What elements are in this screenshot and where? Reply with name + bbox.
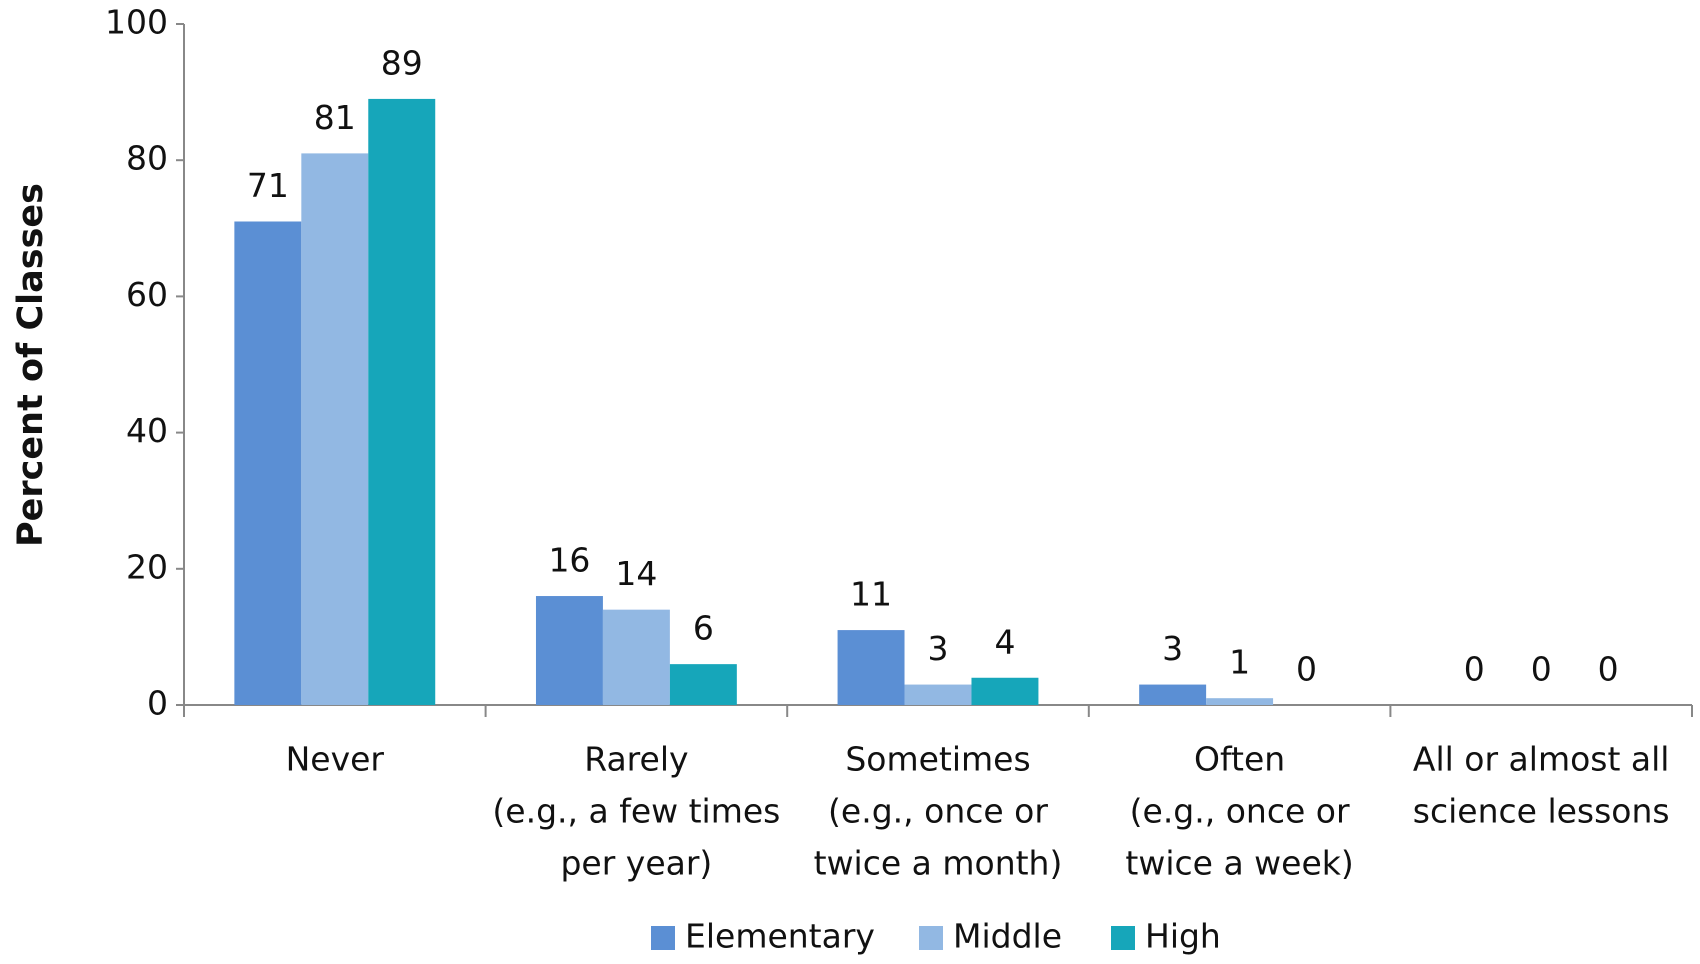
bar [301,153,369,705]
legend-swatch [1111,926,1135,950]
bar [368,98,436,705]
value-label: 3 [928,629,949,668]
y-tick-label: 40 [126,411,168,450]
legend-swatch [919,926,943,950]
y-axis-label: Percent of Classes [11,183,51,547]
x-tick-label: Rarely [584,740,688,779]
bar [971,677,1039,705]
value-label: 6 [693,609,714,648]
value-label: 81 [314,98,356,137]
bar [1206,698,1274,705]
x-tick-label: Never [286,740,385,779]
y-tick-label: 0 [147,684,168,723]
y-tick-label: 60 [126,275,168,314]
value-label: 0 [1296,650,1317,689]
x-tick-label: (e.g., a few times [492,792,780,831]
value-label: 0 [1598,650,1619,689]
y-tick-label: 100 [105,3,168,42]
bar [904,684,972,705]
bar [535,596,603,705]
y-tick-label: 20 [126,547,168,586]
y-tick-label: 80 [126,139,168,178]
value-label: 0 [1531,650,1552,689]
legend-label: Middle [953,917,1062,956]
value-label: 71 [247,166,289,205]
value-label: 4 [994,622,1015,661]
value-label: 16 [548,541,590,580]
value-label: 89 [381,43,423,82]
value-label: 11 [850,575,892,614]
bar [669,664,737,705]
value-label: 1 [1229,643,1250,682]
value-label: 0 [1464,650,1485,689]
x-tick-label: science lessons [1413,792,1670,831]
bar [234,221,302,706]
value-label: 3 [1162,629,1183,668]
value-label: 14 [615,554,657,593]
x-tick-label: twice a week) [1125,844,1353,883]
x-tick-label: Sometimes [845,740,1030,779]
x-tick-label: (e.g., once or [828,792,1048,831]
x-tick-label: twice a month) [814,844,1063,883]
legend-label: Elementary [685,917,875,956]
bar [1139,684,1207,705]
legend-swatch [651,926,675,950]
x-tick-label: per year) [560,844,712,883]
x-tick-label: All or almost all [1413,740,1670,779]
x-tick-label: (e.g., once or [1130,792,1350,831]
bar [602,609,670,705]
x-tick-label: Often [1194,740,1285,779]
bar [837,630,905,705]
legend-label: High [1145,917,1221,956]
